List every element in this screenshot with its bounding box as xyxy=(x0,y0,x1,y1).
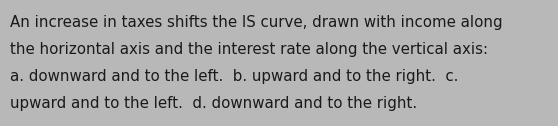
Text: the horizontal axis and the interest rate along the vertical axis:: the horizontal axis and the interest rat… xyxy=(10,42,488,57)
Text: An increase in taxes shifts the IS curve, drawn with income along: An increase in taxes shifts the IS curve… xyxy=(10,15,503,30)
Text: a. downward and to the left.  b. upward and to the right.  c.: a. downward and to the left. b. upward a… xyxy=(10,69,459,84)
Text: upward and to the left.  d. downward and to the right.: upward and to the left. d. downward and … xyxy=(10,96,417,111)
